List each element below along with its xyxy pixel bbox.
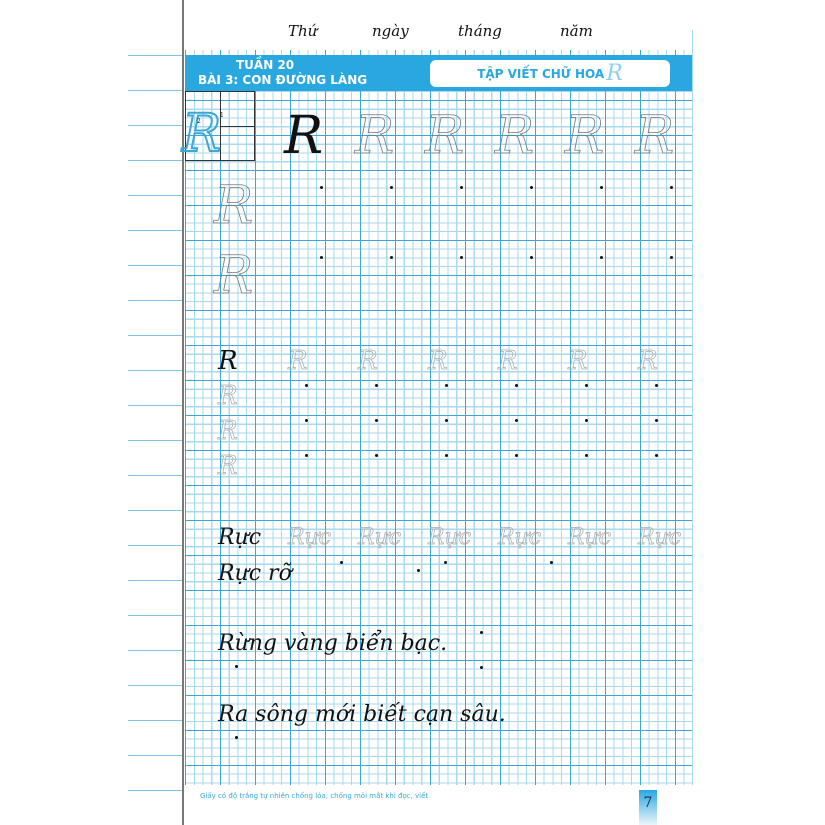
guide-dot xyxy=(515,419,518,422)
sentence-2: Ra sông mới biết cạn sâu. xyxy=(218,702,506,727)
guide-dot xyxy=(460,186,463,189)
guide-dot xyxy=(375,419,378,422)
word-trace: Rực xyxy=(428,525,472,550)
guide-dot xyxy=(670,256,673,259)
trace-letter: R xyxy=(355,106,395,166)
small-trace-letter: R xyxy=(498,346,518,376)
word-sample: Rực xyxy=(218,525,262,550)
exercise-title-box: TẬP VIẾT CHỮ HOA R xyxy=(430,60,670,87)
page-number: 7 xyxy=(639,790,657,825)
word-trace: Rực xyxy=(638,525,682,550)
trace-letter: R xyxy=(425,106,465,166)
date-word-ngay: ngày xyxy=(372,22,409,40)
week-label: TUẦN 20 xyxy=(236,58,295,72)
guide-dot xyxy=(444,561,447,564)
small-letter-black: R xyxy=(218,346,238,376)
trace-letter: R xyxy=(565,106,605,166)
guide-dot xyxy=(515,384,518,387)
trace-letter-large: R xyxy=(214,176,254,236)
guide-dot xyxy=(320,186,323,189)
exercise-title-letter: R xyxy=(606,61,623,86)
guide-dot xyxy=(235,665,238,668)
guide-dot xyxy=(235,736,238,739)
footer-note: Giấy có độ trắng tự nhiên chống lóa; chố… xyxy=(200,792,429,800)
guide-dot xyxy=(530,186,533,189)
writing-grid xyxy=(185,30,693,785)
trace-letter: R xyxy=(635,106,675,166)
sentence-1: Rừng vàng biển bạc. xyxy=(218,631,448,656)
guide-dot xyxy=(340,561,343,564)
phrase-sample: Rực rỡ xyxy=(218,561,292,586)
guide-dot xyxy=(600,186,603,189)
guide-dot xyxy=(375,454,378,457)
guide-dot xyxy=(460,256,463,259)
small-trace-letter: R xyxy=(428,346,448,376)
small-trace-letter: R xyxy=(218,381,238,411)
date-word-thang: tháng xyxy=(458,22,502,40)
lesson-info: TUẦN 20 BÀI 3: CON ĐƯỜNG LÀNG xyxy=(198,58,367,88)
date-line xyxy=(185,22,692,50)
lesson-title: BÀI 3: CON ĐƯỜNG LÀNG xyxy=(198,73,368,87)
guide-dot xyxy=(417,569,420,572)
guide-dot xyxy=(655,419,658,422)
guide-dot xyxy=(305,384,308,387)
word-trace: Rực xyxy=(358,525,402,550)
guide-dot xyxy=(530,256,533,259)
guide-dot xyxy=(375,384,378,387)
word-trace: Rực xyxy=(498,525,542,550)
guide-dot xyxy=(655,454,658,457)
model-letter: R xyxy=(181,104,222,164)
small-trace-letter: R xyxy=(218,451,238,481)
guide-dot xyxy=(480,631,483,634)
small-trace-letter: R xyxy=(288,346,308,376)
guide-dot xyxy=(320,256,323,259)
guide-dot xyxy=(445,454,448,457)
date-word-nam: năm xyxy=(560,22,593,40)
small-trace-letter: R xyxy=(358,346,378,376)
guide-dot xyxy=(585,419,588,422)
stroke-number-2: 2 xyxy=(197,118,201,125)
trace-letter: R xyxy=(495,106,535,166)
exercise-title: TẬP VIẾT CHỮ HOA xyxy=(477,66,605,81)
stroke-number-1: 1 xyxy=(220,112,224,119)
guide-dot xyxy=(550,561,553,564)
word-trace: Rực xyxy=(568,525,612,550)
margin-lines xyxy=(128,55,183,805)
guide-dot xyxy=(445,384,448,387)
guide-dot xyxy=(305,419,308,422)
small-trace-letter: R xyxy=(568,346,588,376)
page-edge xyxy=(182,0,184,825)
guide-dot xyxy=(600,256,603,259)
small-trace-letter: R xyxy=(218,416,238,446)
guide-dot xyxy=(670,186,673,189)
guide-dot xyxy=(585,454,588,457)
date-word-thu: Thứ xyxy=(288,22,318,40)
guide-dot xyxy=(480,666,483,669)
guide-dot xyxy=(390,256,393,259)
guide-dot xyxy=(515,454,518,457)
sample-letter-black: R xyxy=(284,106,324,166)
stroke-model-box xyxy=(185,91,255,161)
small-trace-letter: R xyxy=(638,346,658,376)
word-trace: Rực xyxy=(288,525,332,550)
guide-dot xyxy=(585,384,588,387)
guide-dot xyxy=(305,454,308,457)
trace-letter-large: R xyxy=(214,246,254,306)
guide-dot xyxy=(655,384,658,387)
guide-dot xyxy=(390,186,393,189)
guide-dot xyxy=(445,419,448,422)
